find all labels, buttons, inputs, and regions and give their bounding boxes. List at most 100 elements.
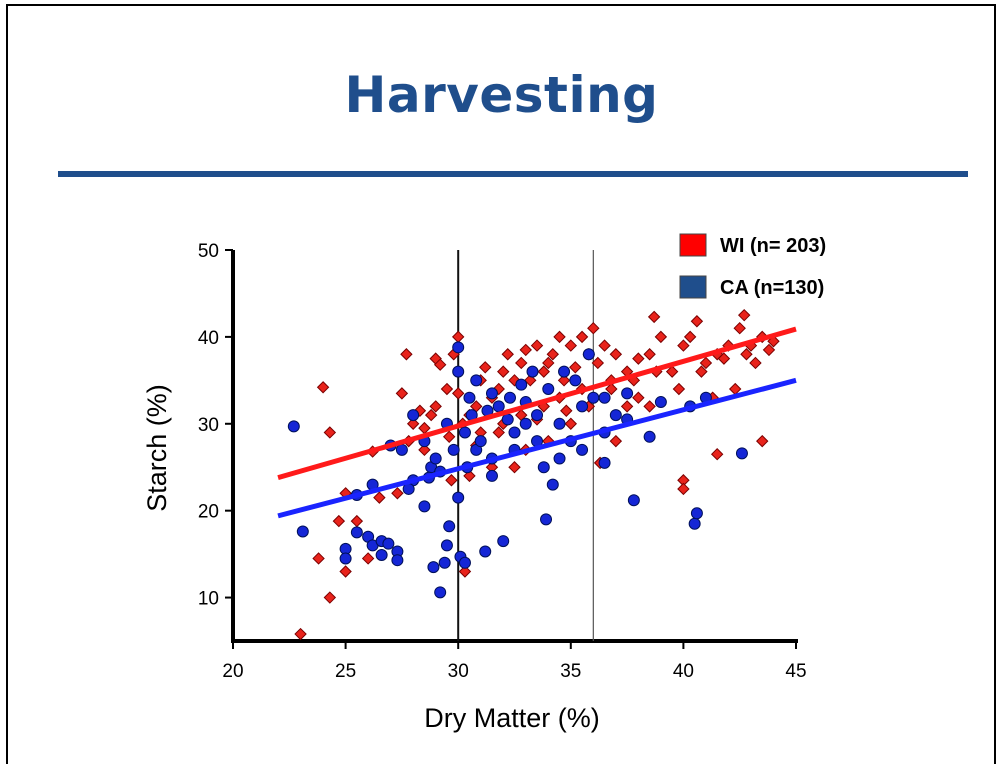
- ca-point: [474, 435, 487, 448]
- ca-point: [587, 391, 600, 404]
- ca-point: [440, 539, 453, 552]
- wi-point: [569, 361, 582, 374]
- wi-point: [737, 308, 751, 322]
- ca-point: [418, 500, 431, 513]
- wi-point: [710, 447, 724, 461]
- ca-point: [407, 409, 420, 422]
- wi-point: [553, 330, 566, 344]
- ca-point: [492, 400, 505, 413]
- ca-point: [391, 554, 404, 567]
- wi-point: [564, 417, 578, 430]
- wi-point: [361, 552, 375, 565]
- wi-point: [609, 434, 623, 448]
- ca-point: [531, 409, 544, 422]
- wi-point: [339, 565, 352, 578]
- ca-point: [515, 378, 528, 391]
- ca-point: [287, 420, 300, 433]
- y-axis-label: Starch (%): [142, 384, 172, 512]
- wi-point: [695, 365, 708, 378]
- y-tick-label: 30: [198, 415, 219, 436]
- wi-point: [440, 382, 454, 396]
- ca-point: [438, 556, 451, 569]
- y-tick-label: 20: [198, 502, 219, 523]
- legend-label-wi: WI (n= 203): [720, 235, 826, 257]
- ca-point: [429, 452, 442, 465]
- ca-point: [508, 426, 521, 439]
- x-tick-label: 30: [448, 661, 469, 682]
- wi-point: [537, 365, 550, 378]
- wi-point: [373, 491, 386, 504]
- wi-point: [683, 330, 697, 344]
- wi-point: [442, 430, 456, 444]
- x-tick-label: 25: [335, 661, 356, 682]
- legend-swatch-ca: [679, 275, 707, 299]
- wi-point: [560, 404, 573, 417]
- wi-point: [762, 343, 776, 357]
- wi-point: [677, 482, 690, 496]
- wi-point: [587, 321, 600, 335]
- wi-point: [643, 400, 656, 413]
- wi-point: [418, 443, 431, 457]
- wi-point: [294, 627, 307, 641]
- ca-point: [452, 341, 465, 354]
- legend-swatch-wi: [679, 233, 707, 257]
- ca-point: [553, 452, 566, 465]
- wi-point: [433, 358, 447, 371]
- wi-point: [492, 426, 505, 439]
- wi-point: [665, 365, 679, 378]
- ca-point: [598, 456, 611, 469]
- ca-point: [447, 443, 460, 456]
- ca-point: [582, 348, 595, 361]
- wi-point: [406, 417, 420, 430]
- legend: WI (n= 203) CA (n=130): [679, 233, 826, 299]
- wi-point: [479, 361, 492, 374]
- wi-point: [515, 356, 528, 370]
- trend-lines: [277, 326, 797, 519]
- ca-point: [609, 409, 622, 422]
- wi-point: [699, 356, 713, 370]
- ca-point: [443, 520, 456, 533]
- wi-point: [458, 565, 472, 578]
- ca-point: [452, 365, 465, 378]
- ca-point: [598, 391, 611, 404]
- wi-point: [508, 461, 521, 474]
- wi-point: [332, 514, 346, 528]
- wi-point: [451, 387, 465, 400]
- wi-point: [717, 352, 731, 365]
- wi-point: [740, 348, 753, 361]
- wi-point: [391, 487, 404, 500]
- wi-point: [395, 387, 409, 400]
- ca-point: [375, 548, 388, 561]
- ca-point: [479, 545, 492, 558]
- wi-point: [519, 343, 532, 357]
- ca-point: [558, 365, 571, 378]
- ca-point: [688, 517, 701, 530]
- wi-point: [429, 400, 442, 413]
- ca-point: [458, 556, 471, 569]
- ca-point: [339, 552, 352, 565]
- wi-point: [546, 348, 559, 361]
- y-tick-label: 10: [198, 589, 219, 610]
- wi-point: [598, 339, 611, 352]
- wi-point: [564, 339, 578, 352]
- ca-point: [540, 513, 553, 526]
- wi-point: [643, 348, 656, 361]
- y-tick-label: 50: [198, 241, 219, 262]
- wi-point: [424, 408, 438, 422]
- ca-point: [350, 526, 363, 539]
- ca-trend-line: [277, 377, 797, 519]
- ca-point: [485, 469, 498, 482]
- wi-point: [312, 552, 325, 565]
- ca-point: [627, 494, 640, 507]
- x-tick-label: 45: [785, 661, 806, 682]
- slide-frame: [6, 4, 996, 764]
- wi-point: [672, 382, 686, 396]
- ca-point: [690, 507, 703, 520]
- ca-point: [382, 537, 395, 550]
- wi-point: [749, 356, 762, 370]
- wi-point: [451, 330, 465, 344]
- legend-label-ca: CA (n=130): [720, 277, 824, 299]
- wi-point: [620, 400, 634, 413]
- ca-point: [569, 374, 582, 387]
- wi-point: [400, 348, 413, 361]
